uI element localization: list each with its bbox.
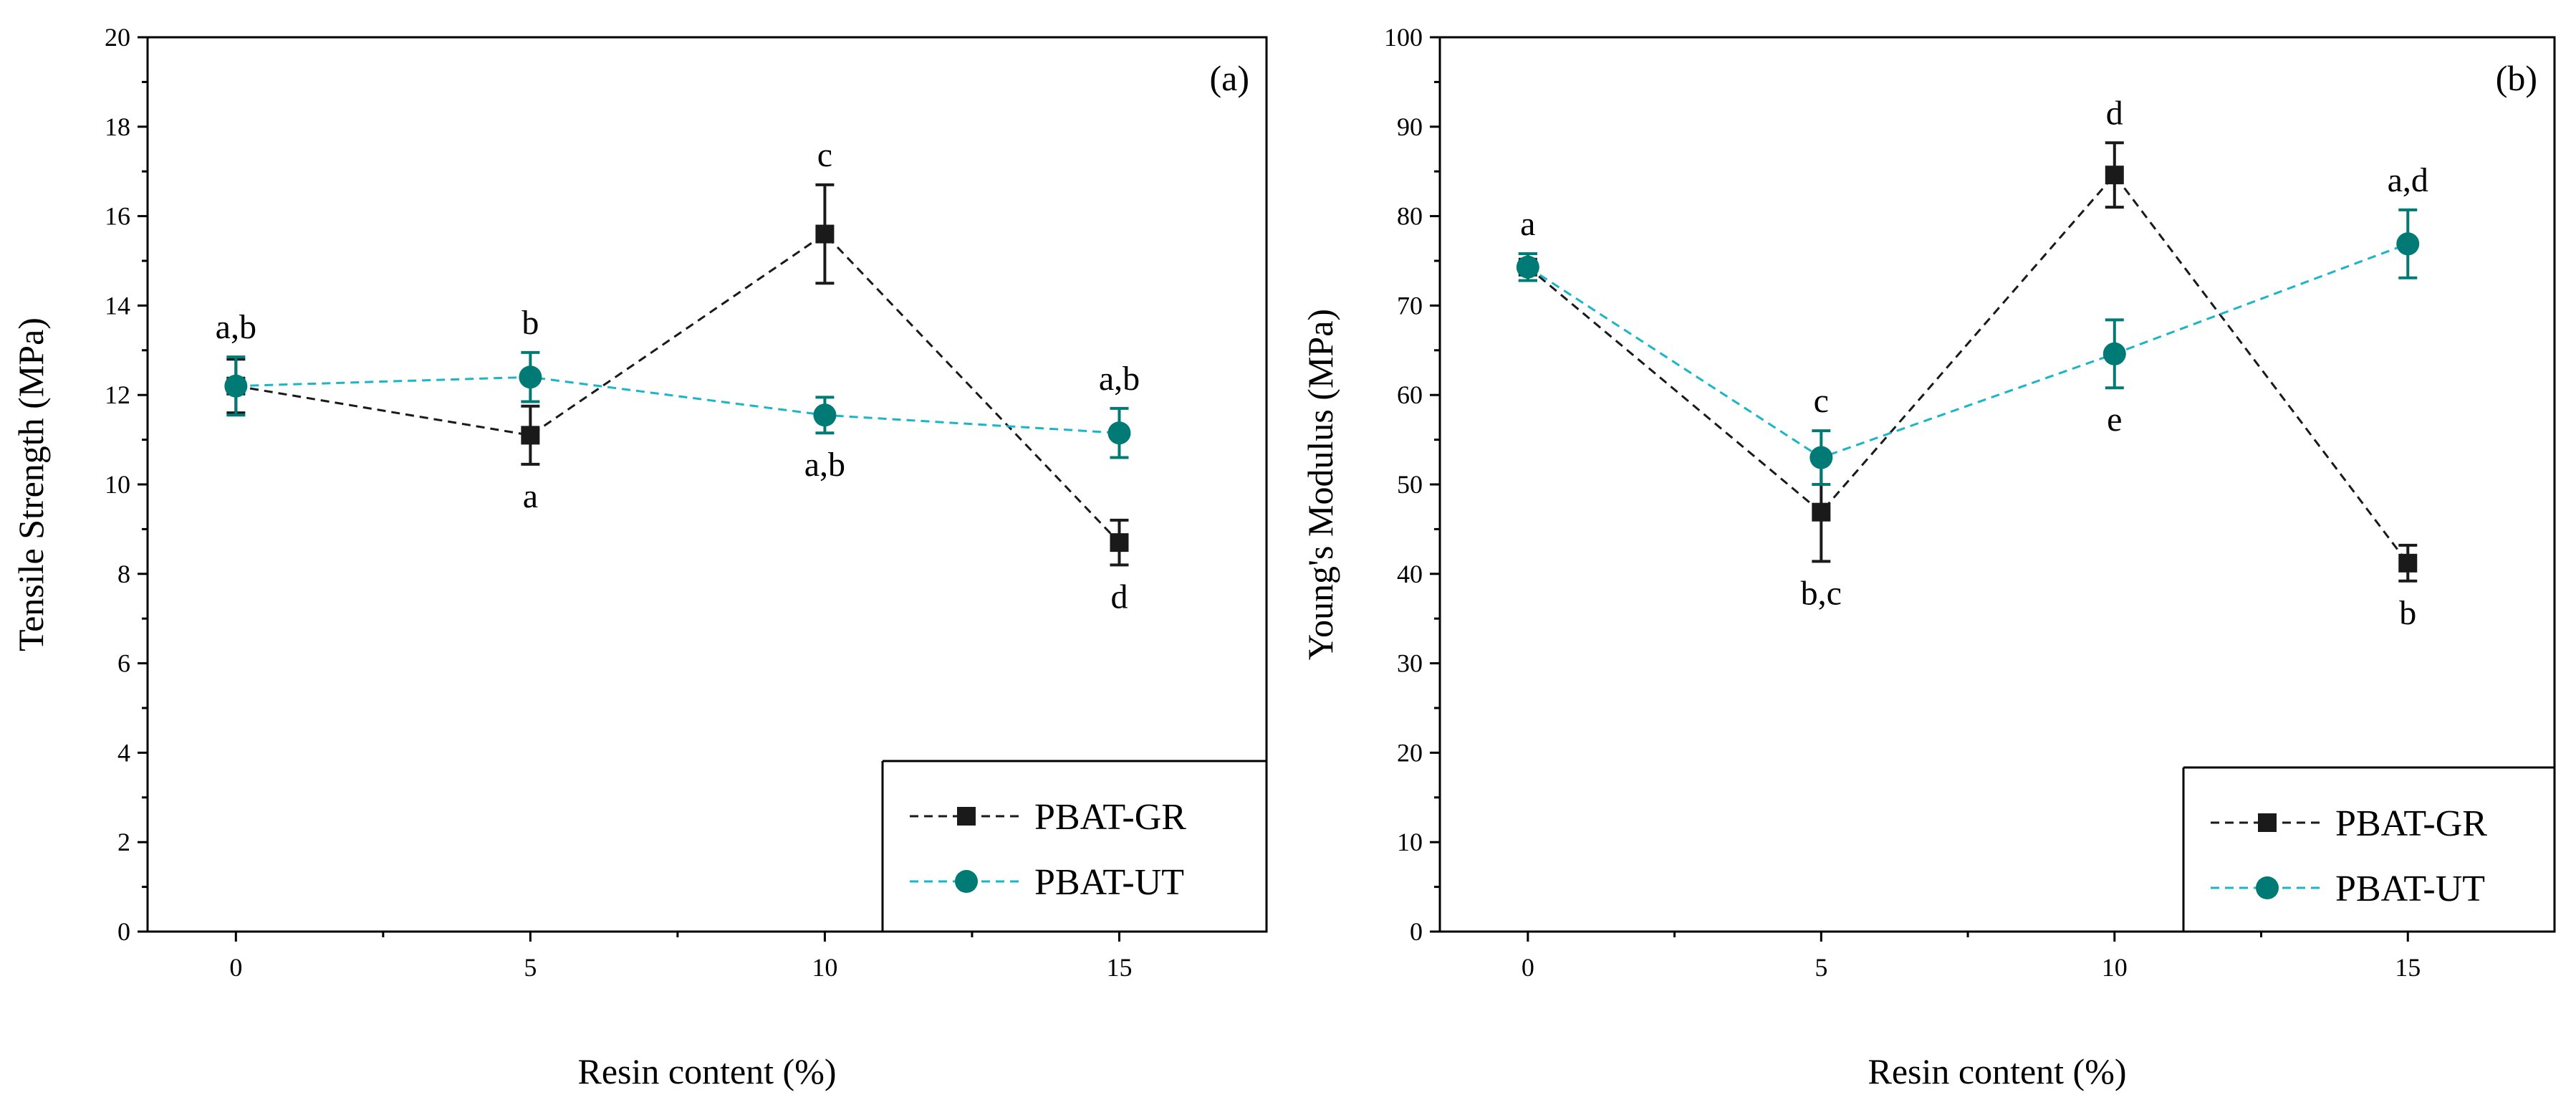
y-tick-label: 30 [1397,649,1423,678]
data-point-square [2398,553,2418,573]
significance-letter: a,b [216,308,256,346]
legend-label-pbat-ut: PBAT-UT [2335,869,2485,909]
data-point-circle [813,403,837,427]
series-line-pbat-ut [236,375,1120,434]
y-axis-label: Young's Modulus (MPa) [1300,309,1340,660]
significance-letter: b [522,304,539,342]
panel-b-youngs-modulus: 0 10 20 30 40 50 60 70 80 90 100 0 5 10 15 Resin conten… [1300,23,2556,1091]
series-line-pbat-ut [1527,242,2408,459]
data-point-square [1812,502,1831,522]
y-tick-label: 8 [117,560,130,588]
y-tick-label: 10 [1397,828,1423,856]
data-point-circle [2396,232,2420,256]
legend-label-pbat-gr: PBAT-GR [1034,797,1186,838]
significance-letter: b,c [1801,574,1842,612]
y-tick-label: 10 [105,470,130,499]
data-point-circle [519,365,542,389]
y-tick-label: 20 [105,23,130,52]
y-tick-label: 80 [1397,202,1423,231]
y-tick-label: 100 [1384,23,1423,52]
legend-label-pbat-gr: PBAT-GR [2335,803,2487,844]
legend-marker-square [957,807,976,826]
y-tick-label: 2 [117,828,130,856]
x-tick-label: 0 [229,953,242,982]
x-tick-label: 10 [812,953,837,982]
x-axis-label: Resin content (%) [577,1051,836,1091]
y-tick-label: 18 [105,113,130,141]
x-tick-label: 10 [2102,953,2128,982]
x-tick-label: 15 [1106,953,1132,982]
legend-marker-square [2258,813,2277,832]
x-tick-label: 0 [1522,953,1534,982]
significance-letter: a [523,477,538,515]
data-point-circle [1810,446,1833,469]
y-tick-label: 12 [105,381,130,409]
data-point-square [2105,166,2124,185]
data-point-circle [1107,421,1131,445]
panel-a-tensile-strength: 0 2 4 6 8 10 12 14 16 18 20 0 5 10 15 Resin content (%)… [11,23,1268,1091]
y-tick-label: 90 [1397,113,1423,141]
data-point-circle [2102,342,2126,365]
significance-letter: b [2399,594,2416,632]
data-point-square [521,426,540,445]
y-tick-label: 0 [117,917,130,946]
significance-letter: c [1814,382,1829,420]
data-point-circle [224,374,248,398]
legend-marker-circle [2256,876,2279,899]
significance-letter: a,d [2388,161,2428,199]
y-tick-label: 16 [105,202,130,231]
y-tick-label: 70 [1397,291,1423,320]
y-tick-label: 14 [105,291,130,320]
panel-label: (b) [2496,58,2537,98]
significance-letter: a [1520,205,1535,243]
y-tick-label: 20 [1397,738,1423,767]
y-tick-label: 4 [117,738,130,767]
significance-letter: d [2106,94,2123,132]
significance-letter: a,b [804,446,845,484]
legend: PBAT-GR PBAT-UT [881,760,1267,932]
series-line-pbat-gr [1527,173,2409,564]
x-tick-label: 5 [524,953,537,982]
y-tick-label: 40 [1397,560,1423,588]
legend-label-pbat-ut: PBAT-UT [1034,862,1184,903]
x-tick-label: 15 [2395,953,2421,982]
significance-letter: c [817,136,832,174]
legend-marker-circle [955,870,978,893]
x-axis-label: Resin content (%) [1868,1051,2126,1091]
significance-letter: e [2107,401,2122,439]
series-line-pbat-gr [236,232,1120,544]
x-tick-label: 5 [1815,953,1827,982]
data-point-circle [1516,255,1539,279]
panel-label: (a) [1210,58,1250,98]
data-point-square [815,224,835,244]
y-tick-label: 6 [117,649,130,678]
data-point-square [1110,533,1129,552]
y-tick-label: 50 [1397,470,1423,499]
legend: PBAT-GR PBAT-UT [2182,766,2555,932]
significance-letter: d [1110,578,1128,616]
y-axis-label: Tensile Strength (MPa) [11,317,51,651]
significance-letter: a,b [1099,360,1140,398]
y-tick-label: 0 [1410,917,1423,946]
y-tick-label: 60 [1397,381,1423,409]
